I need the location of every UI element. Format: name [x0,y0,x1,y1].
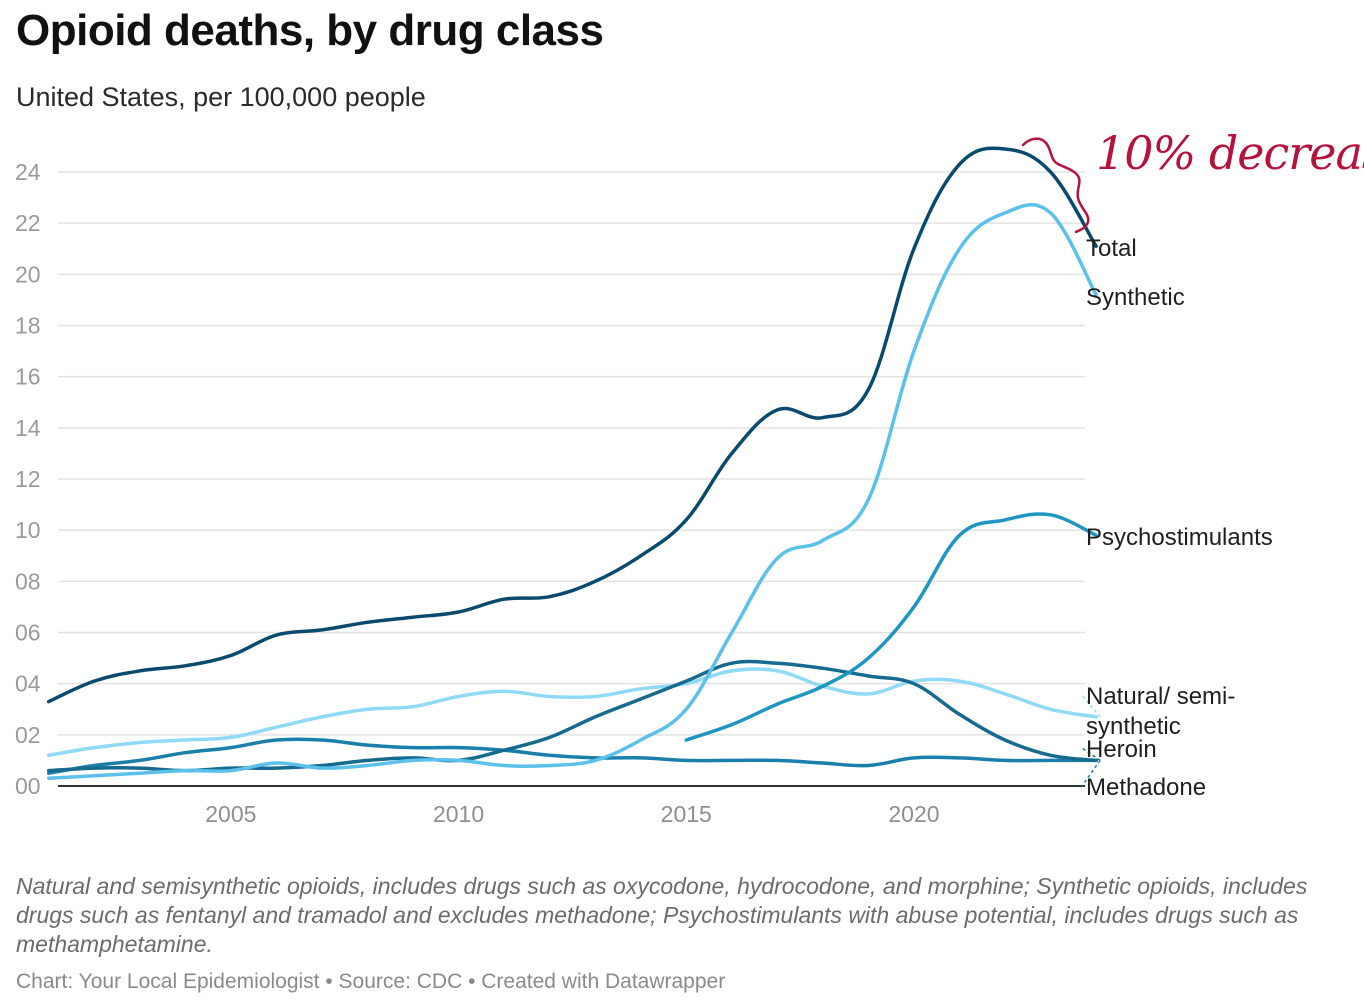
series-label-total: Total [1086,235,1137,262]
x-tick-label: 2020 [888,801,939,827]
x-tick-label: 2010 [433,801,484,827]
chart-subtitle: United States, per 100,000 people [16,82,426,112]
series-label-psychostimulants: Psychostimulants [1086,524,1273,551]
y-axis-ticks: 00 02 04 06 08 10 12 14 16 18 20 22 24 [15,159,41,799]
label-connector-methadone [1081,759,1101,787]
y-tick-label: 06 [15,620,41,646]
series-line-total [46,146,1098,704]
series-line-natural-semi-synthetic [46,667,1098,758]
series-line-methadone [46,737,1098,775]
annotation-bracket [1021,137,1090,234]
y-tick-label: 04 [15,671,41,697]
x-tick-label: 2015 [661,801,712,827]
series-end-labels: Total Synthetic Psychostimulants Natural/ s… [1081,235,1273,801]
x-axis-ticks: 2005 2010 2015 2020 [205,801,939,827]
series-label-heroin: Heroin [1086,736,1157,763]
series-label-line: synthetic [1086,713,1181,740]
series-line-psychostimulants [684,512,1098,742]
grid-lines [58,171,1085,787]
series-line-heroin [46,659,1098,773]
x-tick-label: 2005 [205,801,256,827]
y-tick-label: 14 [15,415,41,441]
y-tick-label: 02 [15,722,41,748]
y-tick-label: 00 [15,773,41,799]
series-lines [46,146,1098,781]
y-tick-label: 08 [15,568,41,594]
y-tick-label: 16 [15,364,41,390]
label-connector-natural-semi-synthetic [1081,694,1101,718]
y-tick-label: 12 [15,466,41,492]
annotation-text: 10% decrease [1096,126,1364,180]
series-line-synthetic [46,203,1098,781]
y-tick-label: 20 [15,261,41,287]
y-tick-label: 22 [15,210,41,236]
series-label-synthetic: Synthetic [1086,284,1185,311]
annotation-squiggle [1021,137,1090,234]
chart-title: Opioid deaths, by drug class [16,6,604,55]
series-label-methadone: Methadone [1086,774,1206,801]
series-label-line: Natural/ semi- [1086,683,1235,710]
y-tick-label: 24 [15,159,41,185]
series-label-natural-semi-synthetic: Natural/ semi-synthetic [1086,683,1235,740]
y-tick-label: 10 [15,517,41,543]
label-connector-heroin [1081,747,1101,762]
y-tick-label: 18 [15,313,41,339]
chart-notes: Natural and semisynthetic opioids, inclu… [16,873,1308,957]
chart-credit: Chart: Your Local Epidemiologist • Sourc… [16,970,726,993]
